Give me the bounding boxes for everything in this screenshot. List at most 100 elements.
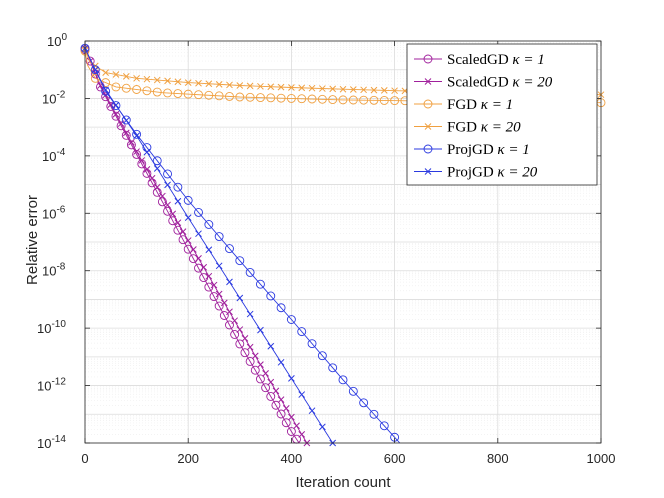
data-point: [255, 279, 265, 289]
data-point: [255, 374, 265, 384]
data-point: [122, 129, 130, 137]
legend-entry: ProjGD κ = 1: [414, 142, 530, 158]
data-point: [169, 210, 177, 218]
data-point: [133, 132, 140, 140]
data-point: [257, 361, 264, 368]
data-point: [236, 82, 244, 89]
data-point: [319, 85, 326, 92]
x-tick-label: 600: [384, 451, 406, 466]
data-point: [143, 75, 151, 83]
axes-frame: [84, 40, 602, 444]
data-point: [183, 244, 193, 254]
data-point: [174, 219, 182, 227]
data-point: [245, 357, 255, 366]
data-point: [209, 292, 219, 302]
data-point: [132, 149, 142, 159]
data-point: [111, 82, 121, 92]
data-point: [267, 378, 275, 386]
data-point: [188, 254, 198, 264]
data-point: [205, 272, 213, 280]
data-point: [153, 165, 161, 172]
data-point: [226, 278, 233, 286]
data-point: [246, 343, 254, 351]
data-point: [195, 255, 202, 262]
data-point: [246, 310, 254, 318]
y-tick-label: 10-2: [42, 89, 66, 106]
data-point: [179, 228, 187, 236]
data-point: [183, 195, 193, 205]
data-point: [297, 94, 307, 104]
data-point: [101, 86, 111, 96]
x-tick-label: 200: [177, 451, 199, 466]
axes: 0 200 400 600 800 1000 100 10-2 10-4 10-6 10-8 10-1…: [37, 32, 615, 466]
legend-box: [406, 43, 598, 186]
data-point: [133, 148, 140, 155]
data-point: [348, 386, 358, 396]
data-point: [267, 342, 275, 350]
data-point: [298, 391, 306, 398]
legend-label: ProjGD κ = 1: [447, 142, 530, 158]
x-tick-label: 800: [487, 451, 509, 466]
data-point: [102, 69, 109, 76]
y-tick-label: 10-14: [37, 434, 66, 451]
legend-label: ScaledGD κ = 20: [447, 75, 553, 91]
data-point: [298, 84, 306, 92]
data-point: [370, 86, 378, 94]
data-point: [281, 418, 291, 428]
data-point: [153, 76, 161, 84]
data-point: [293, 422, 300, 430]
data-point: [220, 299, 228, 307]
data-point: [380, 87, 388, 94]
data-point: [246, 82, 254, 90]
data-point: [328, 95, 338, 105]
data-point: [276, 409, 286, 419]
data-point: [288, 84, 295, 91]
data-point: [163, 169, 173, 179]
data-point: [116, 121, 126, 131]
data-point: [257, 82, 264, 90]
x-tick-label: 400: [281, 451, 303, 466]
data-point: [308, 84, 316, 92]
data-point: [111, 101, 121, 111]
data-point: [195, 79, 202, 87]
legend-label: ProjGD κ = 20: [447, 165, 538, 181]
x-tick-label: 1000: [587, 451, 616, 466]
legend-label: FGD κ = 20: [447, 120, 521, 136]
data-point: [261, 383, 271, 393]
data-point: [349, 86, 357, 93]
data-point: [85, 56, 95, 66]
data-point: [164, 77, 171, 85]
data-point: [329, 85, 337, 93]
data-point: [359, 398, 369, 408]
data-point: [183, 89, 193, 99]
data-point: [173, 89, 183, 98]
data-point: [226, 81, 233, 89]
data-point: [235, 339, 245, 349]
data-point: [235, 256, 245, 266]
series-5: [81, 44, 337, 447]
data-point: [379, 95, 389, 105]
data-point: [286, 93, 296, 103]
data-point: [266, 392, 276, 401]
data-point: [204, 220, 214, 229]
data-point: [122, 117, 130, 124]
series-line: [84, 48, 334, 444]
y-tick-label: 10-8: [42, 262, 66, 279]
data-point: [276, 93, 286, 103]
data-point: [277, 83, 285, 91]
legend-marker: [423, 99, 433, 109]
legend-marker: [423, 54, 433, 64]
data-point: [272, 387, 280, 395]
data-point: [359, 95, 369, 105]
data-point: [142, 86, 152, 96]
legend-label: ScaledGD κ = 1: [447, 52, 545, 68]
data-point: [159, 192, 166, 200]
data-point: [102, 86, 109, 94]
data-point: [184, 214, 192, 221]
data-point: [210, 281, 218, 289]
data-point: [286, 427, 296, 436]
data-point: [164, 181, 171, 189]
data-point: [390, 96, 400, 106]
data-point: [267, 83, 275, 91]
data-point: [271, 400, 281, 410]
